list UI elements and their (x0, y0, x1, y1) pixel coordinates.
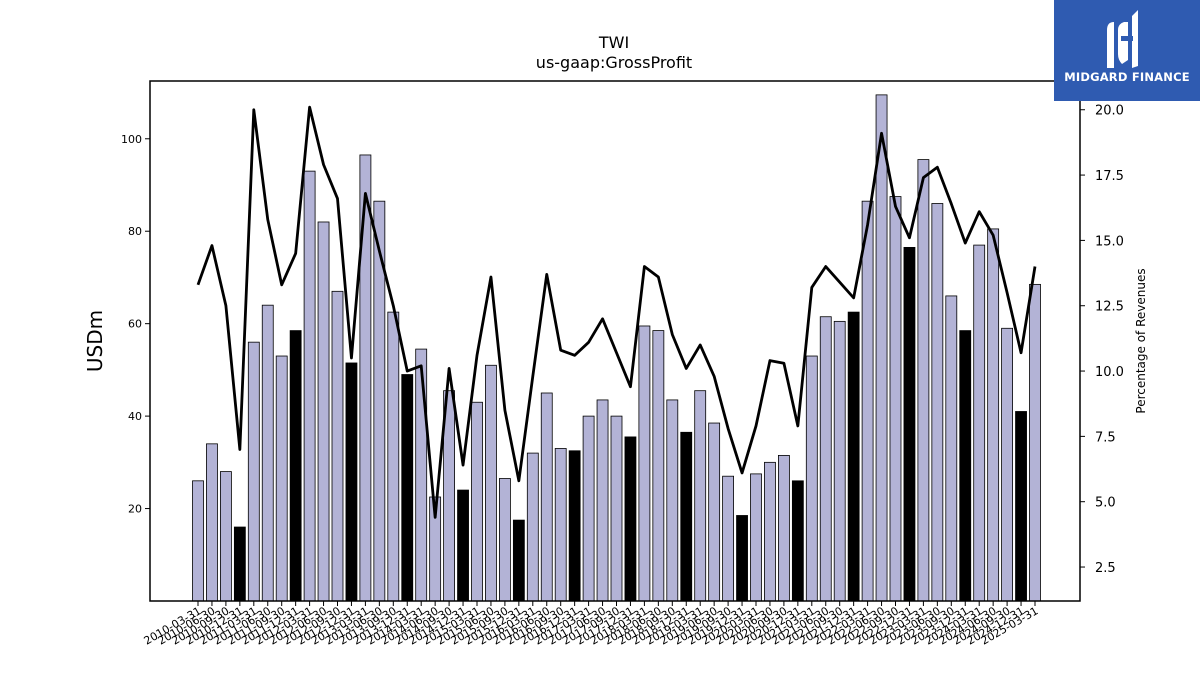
line-series (196, 105, 1037, 519)
y-axis-right: 2.5 5.0 7.5 10.0 12.5 15.0 17.5 20.0 (1080, 104, 1124, 576)
y2-tick-label: 7.5 (1095, 430, 1116, 445)
bar-2015-03-31 (471, 401, 483, 602)
y-tick-label: 20 (128, 503, 142, 516)
chart-title: TWI (598, 33, 629, 52)
y-axis-label: USDm (83, 310, 107, 372)
plot-frame (149, 80, 1081, 602)
bar-2018-03-31 (638, 325, 651, 602)
bar-2019-06-30 (708, 422, 721, 602)
bar-2020-12-31 (791, 480, 804, 602)
bar-2021-06-30 (819, 316, 832, 602)
bar-2017-06-30 (596, 399, 609, 602)
bar-2021-09-30 (833, 320, 846, 602)
bar-2015-06-30 (485, 364, 497, 602)
bar-series (192, 94, 1041, 602)
margin-line (196, 105, 1037, 519)
brand-name: MIDGARD FINANCE (1064, 70, 1190, 84)
bar-2023-06-30 (931, 203, 944, 602)
bar-2017-12-31 (624, 436, 637, 602)
bar-2011-06-30 (261, 304, 274, 602)
y2-tick-label: 15.0 (1095, 234, 1124, 249)
bar-2012-03-31 (303, 170, 316, 602)
y2-tick-label: 5.0 (1095, 496, 1116, 511)
y-tick-label: 80 (128, 225, 142, 238)
y2-tick-label: 20.0 (1095, 104, 1124, 119)
bar-2017-09-30 (610, 415, 623, 602)
bar-2016-03-31 (526, 452, 539, 602)
bar-2022-12-31 (903, 246, 916, 602)
bar-2019-12-31 (736, 515, 748, 602)
bar-2012-12-31 (345, 362, 358, 602)
bar-2022-03-31 (861, 200, 874, 602)
bar-2022-06-30 (875, 94, 888, 602)
bar-2016-09-30 (554, 448, 567, 602)
y-tick-label: 40 (128, 410, 142, 423)
bar-2020-06-30 (764, 461, 776, 602)
y2-axis-label: Percentage of Revenues (1134, 268, 1148, 413)
brand-logo: MIDGARD FINANCE (1054, 0, 1200, 101)
y2-tick-label: 17.5 (1095, 169, 1124, 184)
y2-tick-label: 2.5 (1095, 561, 1116, 576)
bar-2021-12-31 (847, 311, 860, 602)
bar-2011-09-30 (275, 355, 288, 602)
bar-2018-09-30 (666, 399, 679, 602)
bar-2019-09-30 (722, 475, 734, 602)
bar-2018-12-31 (680, 431, 693, 602)
y-tick-label: 100 (121, 133, 142, 146)
bar-2014-12-31 (457, 489, 469, 602)
bar-2024-12-31 (1015, 411, 1027, 602)
bar-2012-09-30 (331, 290, 344, 602)
bar-2010-06-30 (206, 443, 218, 602)
bar-2020-03-31 (750, 473, 762, 602)
bar-2025-03-31 (1029, 283, 1041, 602)
bar-2016-12-31 (568, 450, 581, 602)
bar-2022-09-30 (889, 196, 902, 602)
bar-2013-03-31 (359, 154, 372, 602)
bar-2010-12-31 (233, 526, 246, 602)
bar-2024-09-30 (1001, 327, 1013, 602)
midgard-logo-icon (1107, 10, 1138, 68)
bar-2023-03-31 (917, 159, 930, 602)
y-tick-label: 60 (128, 318, 142, 331)
bar-2015-09-30 (498, 478, 511, 602)
bar-2020-09-30 (778, 454, 790, 602)
bar-2015-12-31 (512, 519, 525, 602)
y2-tick-label: 10.0 (1095, 365, 1124, 380)
bar-2024-03-31 (973, 244, 986, 602)
bar-2013-09-30 (387, 311, 400, 602)
bar-2010-03-31 (192, 480, 204, 602)
bar-2023-09-30 (945, 295, 958, 602)
bar-2011-03-31 (247, 341, 260, 602)
y2-tick-label: 12.5 (1095, 300, 1124, 315)
bar-2010-09-30 (219, 471, 232, 602)
bar-2024-06-30 (987, 228, 1000, 602)
bar-2019-03-31 (694, 390, 707, 602)
bar-2012-06-30 (317, 221, 330, 602)
bar-2011-12-31 (289, 330, 302, 602)
bar-2021-03-31 (805, 355, 818, 602)
chart-subtitle: us-gaap:GrossProfit (536, 53, 692, 72)
bar-2016-06-30 (540, 392, 553, 602)
x-axis: 2010-03-312010-06-302010-09-302010-12-31… (142, 601, 1041, 648)
bar-2018-06-30 (652, 330, 665, 602)
bar-2014-03-31 (415, 348, 428, 602)
y-axis-left: 20 40 60 80 100 (121, 133, 150, 516)
bar-2023-12-31 (959, 330, 972, 602)
bar-2017-03-31 (582, 415, 595, 602)
bar-2013-12-31 (401, 374, 414, 602)
